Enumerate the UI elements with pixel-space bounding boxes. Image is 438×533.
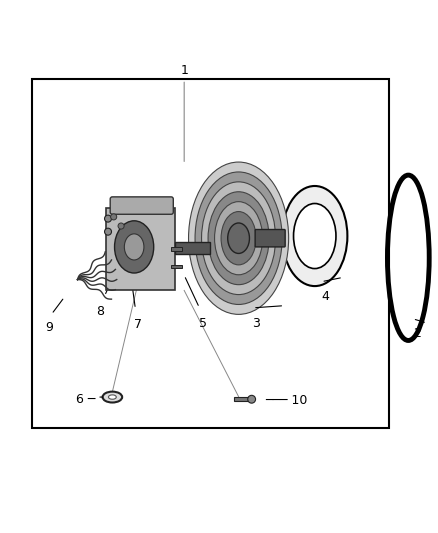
Ellipse shape: [215, 201, 263, 275]
Ellipse shape: [124, 234, 144, 260]
Text: 7: 7: [134, 318, 142, 331]
Text: 4: 4: [321, 290, 329, 303]
Ellipse shape: [282, 186, 347, 286]
Bar: [106, 208, 176, 290]
Text: 2: 2: [413, 327, 420, 341]
FancyBboxPatch shape: [110, 197, 173, 214]
Ellipse shape: [293, 204, 336, 269]
Text: 8: 8: [95, 305, 104, 318]
Bar: [176, 242, 210, 254]
Text: ─── 10: ─── 10: [265, 394, 307, 407]
Text: 5: 5: [199, 317, 208, 329]
Ellipse shape: [188, 162, 289, 314]
Ellipse shape: [115, 221, 154, 273]
Circle shape: [111, 214, 117, 220]
Bar: [171, 265, 182, 268]
Ellipse shape: [102, 392, 122, 402]
Ellipse shape: [195, 172, 282, 304]
Text: 1: 1: [180, 64, 188, 77]
Text: 9: 9: [45, 321, 53, 334]
FancyBboxPatch shape: [255, 230, 285, 247]
Ellipse shape: [228, 223, 250, 254]
Circle shape: [118, 223, 124, 229]
Bar: [234, 397, 252, 401]
Text: 3: 3: [252, 317, 260, 329]
Ellipse shape: [201, 182, 276, 295]
Bar: [32, 79, 389, 427]
Circle shape: [105, 215, 112, 222]
Ellipse shape: [208, 192, 269, 285]
Text: 6 ─: 6 ─: [76, 393, 95, 406]
Bar: [171, 247, 182, 251]
Circle shape: [105, 228, 112, 235]
Ellipse shape: [109, 395, 116, 399]
Circle shape: [248, 395, 255, 403]
Ellipse shape: [221, 212, 256, 265]
